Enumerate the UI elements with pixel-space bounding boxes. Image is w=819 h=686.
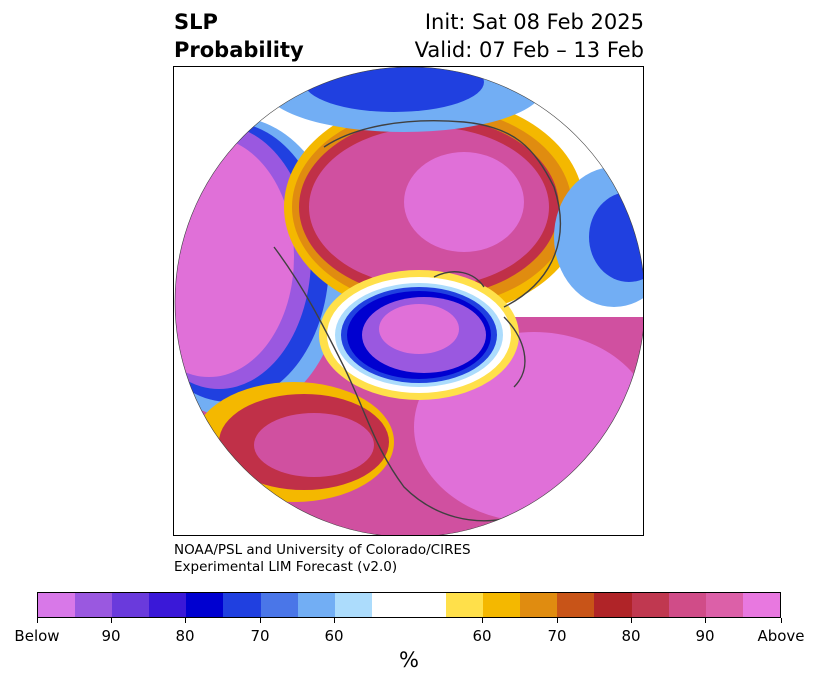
colorbar-swatch <box>223 593 261 617</box>
credit-line-2: Experimental LIM Forecast (v2.0) <box>174 559 398 575</box>
colorbar-tick-label: 60 <box>324 627 344 645</box>
colorbar-swatch <box>446 593 484 617</box>
colorbar-swatch <box>371 593 409 617</box>
colorbar-swatch <box>742 593 780 617</box>
colorbar-swatch <box>186 593 224 617</box>
colorbar-unit: % <box>399 648 419 672</box>
colorbar-tick-label: 80 <box>621 627 641 645</box>
colorbar-swatch <box>334 593 372 617</box>
colorbar-swatch <box>408 593 447 617</box>
colorbar-tick <box>557 618 558 623</box>
east-blue-core <box>589 192 643 282</box>
colorbar-tick <box>37 618 38 623</box>
colorbar-tick <box>631 618 632 623</box>
title-variable: SLP <box>174 10 218 34</box>
probability-map <box>174 67 643 535</box>
colorbar-swatch <box>668 593 706 617</box>
colorbar-swatch <box>631 593 669 617</box>
colorbar-tick-label: 60 <box>472 627 492 645</box>
colorbar-tick <box>185 618 186 623</box>
colorbar-swatch <box>260 593 298 617</box>
colorbar <box>37 592 781 618</box>
colorbar-tick-label: 70 <box>250 627 270 645</box>
title-left: SLP Probability <box>174 8 304 64</box>
valid-range: Valid: 07 Feb – 13 Feb <box>414 38 644 62</box>
colorbar-swatch <box>38 593 76 617</box>
colorbar-swatch <box>557 593 595 617</box>
colorbar-swatch <box>149 593 187 617</box>
coastlines <box>273 120 562 522</box>
map-panel <box>173 66 644 536</box>
colorbar-swatch <box>594 593 632 617</box>
credit-line-1: NOAA/PSL and University of Colorado/CIRE… <box>174 542 471 558</box>
colorbar-swatch <box>483 593 521 617</box>
title-type: Probability <box>174 38 304 62</box>
title-right: Init: Sat 08 Feb 2025 Valid: 07 Feb – 13… <box>415 8 644 64</box>
colorbar-swatch <box>112 593 150 617</box>
colorbar-tick <box>334 618 335 623</box>
colorbar-swatch <box>520 593 558 617</box>
north-high-core <box>404 152 524 252</box>
colorbar-tick-label: Below <box>14 627 60 645</box>
colorbar-tick-label: 90 <box>695 627 715 645</box>
pacific-high-core <box>254 413 374 477</box>
colorbar-swatch <box>297 593 335 617</box>
init-date: Init: Sat 08 Feb 2025 <box>424 10 644 34</box>
colorbar-tick-label: 70 <box>547 627 567 645</box>
colorbar-tick-label: Above <box>757 627 805 645</box>
colorbar-swatch <box>75 593 113 617</box>
west-low-core <box>175 137 294 377</box>
colorbar-tick <box>781 618 782 623</box>
map-disk <box>175 67 643 535</box>
colorbar-tick <box>482 618 483 623</box>
credit-text: NOAA/PSL and University of Colorado/CIRE… <box>174 542 471 576</box>
colorbar-swatch <box>705 593 743 617</box>
colorbar-tick-label: 90 <box>101 627 121 645</box>
colorbar-tick <box>705 618 706 623</box>
colorbar-tick <box>111 618 112 623</box>
polar-low-center <box>379 304 459 354</box>
colorbar-tick <box>260 618 261 623</box>
arctic-blue-core <box>304 67 484 112</box>
colorbar-tick-label: 80 <box>175 627 195 645</box>
